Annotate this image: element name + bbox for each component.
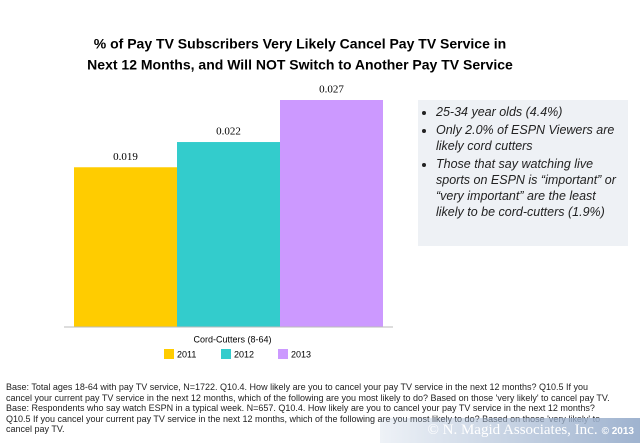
logo-year: © 2013 — [601, 426, 634, 437]
value-label: 0.019 — [113, 151, 138, 163]
footnote: Base: Total ages 18-64 with pay TV servi… — [6, 382, 610, 434]
logo: © N. Magid Associates, Inc. © 2013 — [380, 418, 640, 443]
legend-label: 2011 — [177, 349, 196, 359]
logo-text: © N. Magid Associates, Inc. — [427, 422, 598, 438]
chart: % of Pay TV Subscribers Very Likely Canc… — [64, 36, 513, 359]
notes-box: 25-34 year olds (4.4%) Only 2.0% of ESPN… — [418, 100, 628, 246]
chart-title: % of Pay TV Subscribers Very Likely Canc… — [94, 36, 506, 52]
note: 25-34 year olds (4.4%) — [436, 104, 622, 120]
bar — [74, 167, 177, 327]
x-tick-label: Cord-Cutters (8-64) — [193, 334, 271, 344]
legend-swatch — [278, 349, 288, 359]
value-label: 0.022 — [216, 126, 241, 138]
note: Those that say watching live sports on E… — [436, 156, 622, 220]
legend-swatch — [221, 349, 231, 359]
bar — [280, 100, 383, 327]
legend-swatch — [164, 349, 174, 359]
legend-label: 2012 — [234, 349, 254, 359]
chart-title: Next 12 Months, and Will NOT Switch to A… — [87, 57, 513, 73]
bar — [177, 142, 280, 327]
legend-label: 2013 — [291, 349, 311, 359]
note: Only 2.0% of ESPN Viewers are likely cor… — [436, 122, 622, 154]
value-label: 0.027 — [319, 84, 344, 96]
